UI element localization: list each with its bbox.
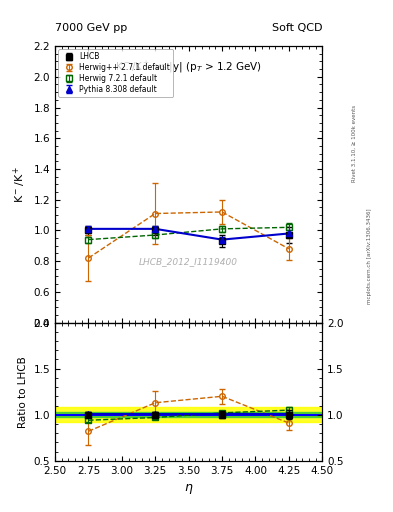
X-axis label: η: η: [185, 481, 193, 494]
Text: Rivet 3.1.10, ≥ 100k events: Rivet 3.1.10, ≥ 100k events: [352, 105, 357, 182]
Text: mcplots.cern.ch [arXiv:1306.3436]: mcplots.cern.ch [arXiv:1306.3436]: [367, 208, 373, 304]
Text: 7000 GeV pp: 7000 GeV pp: [55, 23, 127, 33]
Legend: LHCB, Herwig++ 2.7.1 default, Herwig 7.2.1 default, Pythia 8.308 default: LHCB, Herwig++ 2.7.1 default, Herwig 7.2…: [58, 49, 173, 97]
Y-axis label: Ratio to LHCB: Ratio to LHCB: [18, 356, 28, 428]
Text: K$^-$/K$^+$ vs |y| (p$_T$ > 1.2 GeV): K$^-$/K$^+$ vs |y| (p$_T$ > 1.2 GeV): [115, 60, 262, 75]
Y-axis label: K$^-$/K$^+$: K$^-$/K$^+$: [12, 165, 28, 203]
Bar: [55, 408, 322, 422]
Text: Soft QCD: Soft QCD: [272, 23, 322, 33]
Text: LHCB_2012_I1119400: LHCB_2012_I1119400: [139, 257, 238, 266]
Bar: [55, 412, 322, 417]
